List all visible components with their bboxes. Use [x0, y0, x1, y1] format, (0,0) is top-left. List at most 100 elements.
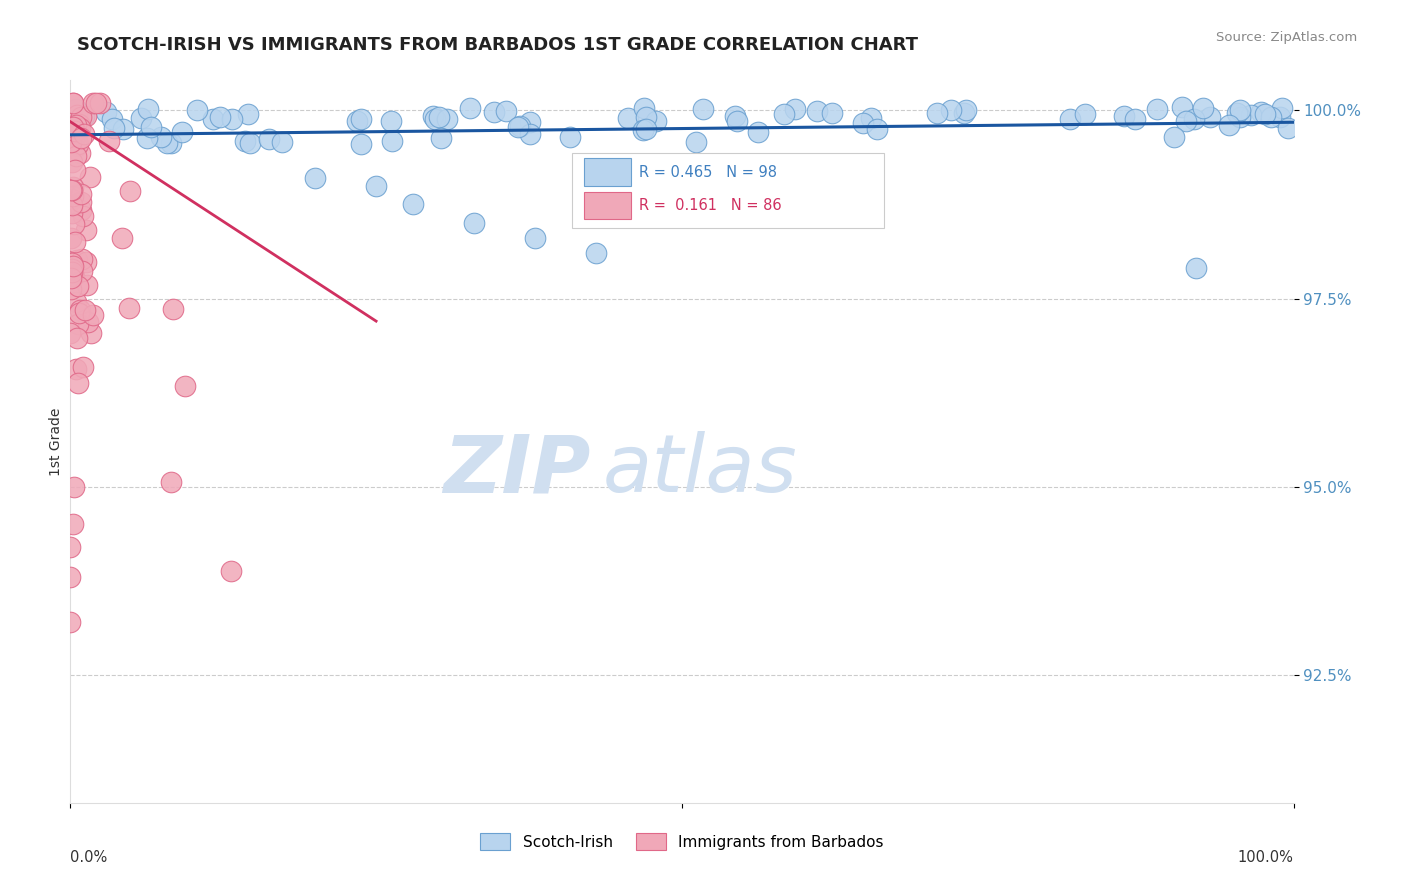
- Point: [925, 105, 948, 120]
- Point: [519, 127, 541, 141]
- Point: [65, 149, 87, 163]
- Point: [427, 110, 450, 124]
- Point: [172, 125, 194, 139]
- Point: [70, 252, 93, 266]
- Point: [73, 303, 96, 318]
- Point: [60, 261, 83, 276]
- Point: [558, 130, 581, 145]
- Point: [236, 106, 259, 120]
- Point: [1146, 102, 1168, 116]
- Point: [136, 102, 159, 116]
- Text: ZIP: ZIP: [443, 432, 591, 509]
- Point: [62, 198, 84, 212]
- Point: [111, 231, 134, 245]
- Point: [506, 120, 529, 134]
- FancyBboxPatch shape: [583, 192, 630, 219]
- Point: [366, 178, 388, 193]
- Text: 0.0%: 0.0%: [70, 850, 107, 864]
- Point: [62, 517, 84, 532]
- Point: [62, 95, 84, 110]
- Point: [350, 137, 373, 152]
- Text: Source: ZipAtlas.com: Source: ZipAtlas.com: [1216, 31, 1357, 45]
- Point: [1277, 121, 1299, 136]
- Point: [60, 155, 83, 169]
- Point: [135, 131, 157, 145]
- Point: [436, 112, 458, 126]
- Point: [139, 120, 162, 134]
- Legend: Scotch-Irish, Immigrants from Barbados: Scotch-Irish, Immigrants from Barbados: [474, 827, 890, 856]
- Point: [72, 209, 94, 223]
- Point: [304, 171, 326, 186]
- Point: [60, 256, 83, 270]
- Y-axis label: 1st Grade: 1st Grade: [49, 408, 63, 475]
- Point: [65, 295, 87, 310]
- Point: [633, 101, 655, 115]
- Point: [1271, 101, 1294, 115]
- Point: [1171, 100, 1194, 114]
- Point: [1182, 112, 1205, 126]
- Point: [149, 129, 172, 144]
- Point: [66, 376, 89, 390]
- Point: [60, 182, 83, 196]
- Point: [75, 254, 97, 268]
- Point: [65, 361, 87, 376]
- Point: [186, 103, 208, 117]
- Point: [60, 206, 83, 220]
- Point: [67, 317, 90, 331]
- Point: [76, 315, 98, 329]
- Point: [162, 301, 184, 316]
- Point: [820, 105, 842, 120]
- Point: [118, 301, 141, 315]
- Point: [62, 180, 84, 194]
- Point: [59, 540, 82, 554]
- Point: [67, 117, 90, 131]
- Point: [59, 326, 82, 340]
- Point: [66, 136, 89, 151]
- Point: [59, 271, 82, 285]
- Point: [69, 121, 91, 136]
- Point: [69, 302, 91, 317]
- FancyBboxPatch shape: [572, 153, 884, 228]
- Point: [773, 107, 796, 121]
- Point: [89, 95, 111, 110]
- Point: [70, 195, 93, 210]
- Point: [430, 131, 453, 145]
- Point: [233, 134, 256, 148]
- Point: [1123, 112, 1146, 127]
- Point: [82, 95, 104, 110]
- Point: [953, 106, 976, 120]
- Point: [239, 136, 262, 150]
- Point: [75, 109, 97, 123]
- Point: [66, 331, 89, 345]
- Point: [98, 134, 121, 148]
- Point: [939, 103, 962, 117]
- Point: [118, 184, 141, 198]
- Point: [62, 120, 84, 134]
- Point: [79, 169, 101, 184]
- Point: [381, 134, 404, 148]
- Point: [63, 120, 86, 135]
- Point: [72, 127, 94, 141]
- Point: [859, 112, 882, 126]
- Point: [60, 118, 83, 132]
- Text: R =  0.161   N = 86: R = 0.161 N = 86: [640, 198, 782, 213]
- Point: [65, 235, 87, 249]
- Point: [1270, 111, 1292, 125]
- Point: [66, 127, 89, 141]
- Point: [725, 113, 748, 128]
- Point: [208, 110, 231, 124]
- FancyBboxPatch shape: [583, 158, 630, 186]
- Point: [585, 246, 607, 260]
- Point: [636, 111, 658, 125]
- Point: [1192, 101, 1215, 115]
- Point: [509, 119, 531, 133]
- Point: [257, 131, 280, 145]
- Point: [69, 145, 91, 160]
- Point: [94, 104, 117, 119]
- Point: [806, 103, 828, 118]
- Point: [65, 118, 87, 132]
- Point: [59, 282, 82, 296]
- Point: [62, 268, 84, 283]
- Point: [63, 480, 86, 494]
- Point: [60, 183, 83, 197]
